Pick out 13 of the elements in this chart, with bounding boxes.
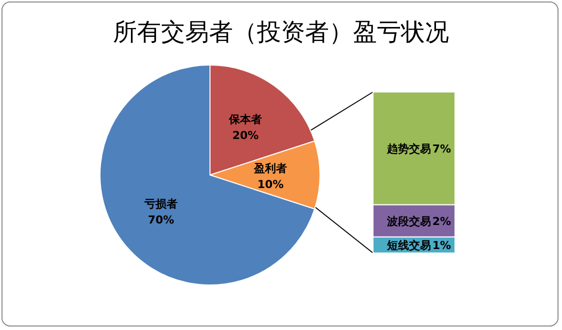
slice-label: 保本者 xyxy=(228,113,262,126)
data-label: 1% xyxy=(432,238,451,252)
slice-label: 盈利者 xyxy=(253,162,287,175)
chart-title: 所有交易者（投资者）盈亏状况 xyxy=(113,18,449,46)
data-label: 7% xyxy=(432,142,451,156)
slice-label: 亏损者 xyxy=(144,198,178,211)
data-label: 10% xyxy=(257,178,284,191)
series-label: 趋势交易 xyxy=(386,142,431,156)
data-label: 70% xyxy=(148,214,174,227)
data-label: 2% xyxy=(432,214,451,228)
data-label: 20% xyxy=(232,129,259,142)
series-label: 短线交易 xyxy=(386,238,431,252)
series-label: 波段交易 xyxy=(386,214,431,228)
